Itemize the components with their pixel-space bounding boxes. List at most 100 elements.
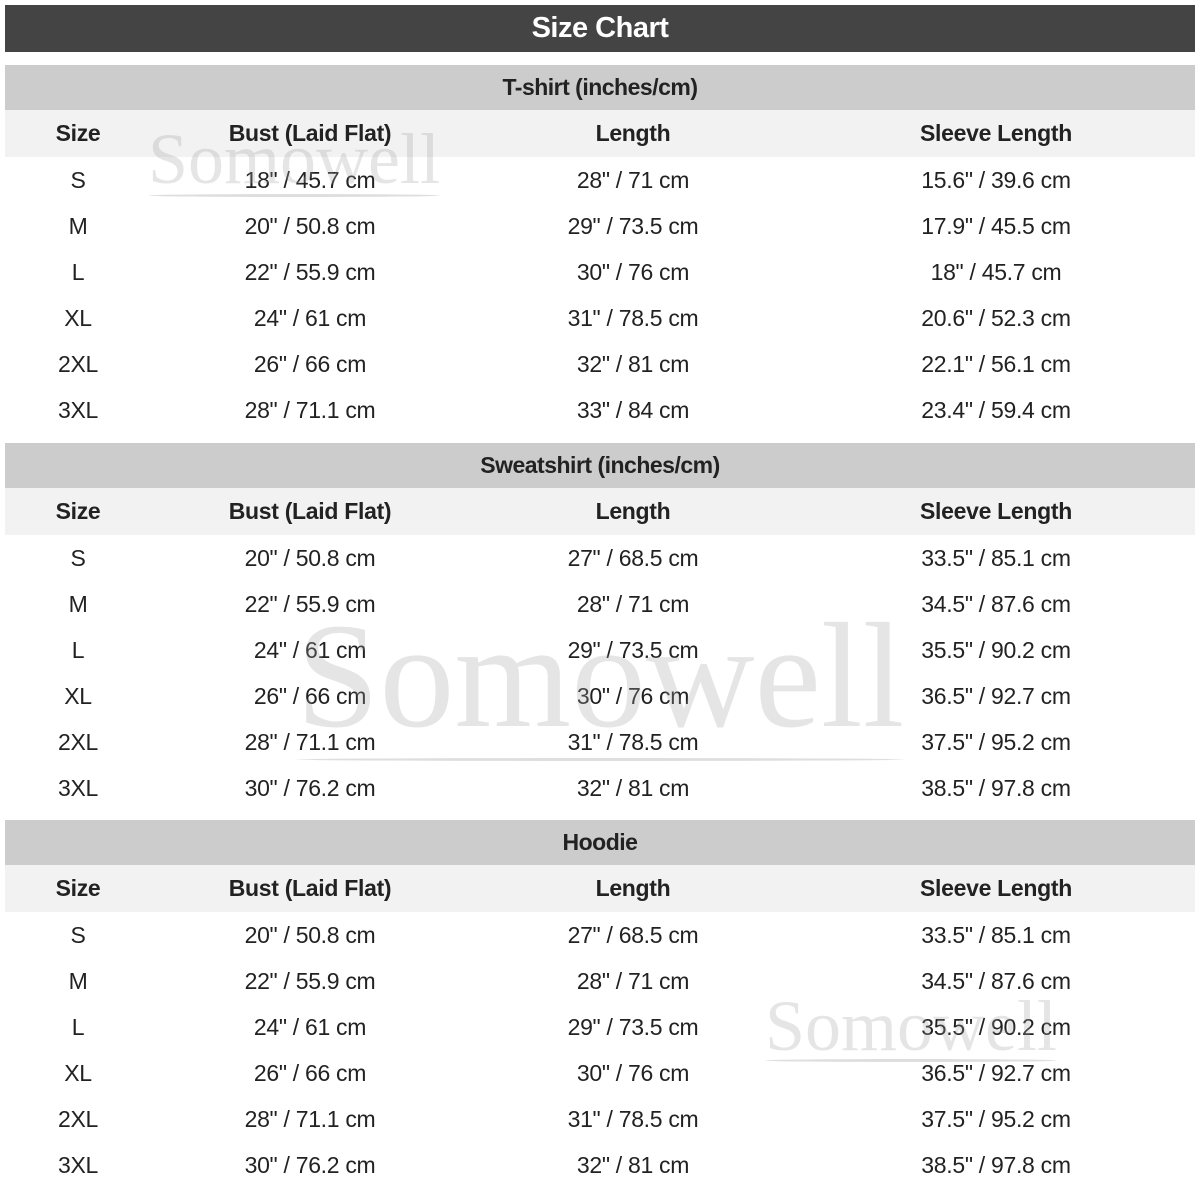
table-row: XL 26" / 66 cm 30" / 76 cm 36.5" / 92.7 cm	[5, 1050, 1195, 1096]
table-row: XL 26" / 66 cm 30" / 76 cm 36.5" / 92.7 cm	[5, 673, 1195, 719]
section-title: Hoodie	[5, 820, 1195, 865]
table-cell: 29" / 73.5 cm	[567, 212, 699, 239]
table-cell: 35.5" / 90.2 cm	[921, 1013, 1071, 1040]
table-cell: 32" / 81 cm	[576, 1151, 690, 1178]
table-cell: 30" / 76.2 cm	[244, 774, 376, 801]
table-cell: 28" / 71 cm	[576, 967, 690, 994]
table-cell: 28" / 71 cm	[576, 166, 690, 193]
table-cell: 30" / 76 cm	[576, 682, 690, 709]
size-table-section: T-shirt (inches/cm) Size Bust (Laid Flat) L…	[5, 65, 1195, 433]
table-row: XL 24" / 61 cm 31" / 78.5 cm 20.6" / 52.3 c…	[5, 295, 1195, 341]
table-cell: 33" / 84 cm	[576, 396, 690, 423]
table-row: S 20" / 50.8 cm 27" / 68.5 cm 33.5" / 85.1 …	[5, 912, 1195, 958]
table-cell: L	[71, 258, 85, 285]
table-row: L 24" / 61 cm 29" / 73.5 cm 35.5" / 90.2 cm	[5, 1004, 1195, 1050]
table-cell: 18" / 45.7 cm	[244, 166, 376, 193]
column-header-row: Size Bust (Laid Flat) Length Sleeve Length	[5, 110, 1195, 157]
table-cell: 23.4" / 59.4 cm	[921, 396, 1071, 423]
table-cell: 34.5" / 87.6 cm	[921, 967, 1071, 994]
table-cell: 3XL	[57, 396, 99, 423]
table-cell: 34.5" / 87.6 cm	[921, 590, 1071, 617]
column-header: Size	[55, 498, 101, 524]
table-cell: 30" / 76 cm	[576, 1059, 690, 1086]
table-row: S 20" / 50.8 cm 27" / 68.5 cm 33.5" / 85.1 …	[5, 535, 1195, 581]
table-cell: 2XL	[57, 1105, 99, 1132]
size-table-section: Sweatshirt (inches/cm) Size Bust (Laid Fla…	[5, 443, 1195, 811]
table-cell: 33.5" / 85.1 cm	[921, 544, 1071, 571]
table-cell: 26" / 66 cm	[253, 1059, 367, 1086]
table-cell: 20" / 50.8 cm	[244, 544, 376, 571]
column-header: Size	[55, 875, 101, 901]
size-table-section: Hoodie Size Bust (Laid Flat) Length Sleeve L…	[5, 820, 1195, 1188]
table-cell: 27" / 68.5 cm	[567, 544, 699, 571]
table-cell: 24" / 61 cm	[253, 636, 367, 663]
table-cell: 30" / 76 cm	[576, 258, 690, 285]
table-cell: 33.5" / 85.1 cm	[921, 921, 1071, 948]
table-cell: M	[68, 967, 88, 994]
table-cell: 17.9" / 45.5 cm	[921, 212, 1071, 239]
table-cell: S	[70, 544, 86, 571]
column-header-row: Size Bust (Laid Flat) Length Sleeve Length	[5, 865, 1195, 912]
table-cell: 28" / 71.1 cm	[244, 396, 376, 423]
table-cell: XL	[64, 1059, 92, 1086]
table-cell: 22" / 55.9 cm	[244, 967, 376, 994]
table-cell: 37.5" / 95.2 cm	[921, 1105, 1071, 1132]
table-cell: 24" / 61 cm	[253, 304, 367, 331]
table-cell: 35.5" / 90.2 cm	[921, 636, 1071, 663]
table-cell: 2XL	[57, 728, 99, 755]
table-cell: 26" / 66 cm	[253, 350, 367, 377]
table-row: M 22" / 55.9 cm 28" / 71 cm 34.5" / 87.6 cm	[5, 581, 1195, 627]
section-title: Sweatshirt (inches/cm)	[5, 443, 1195, 488]
table-cell: 32" / 81 cm	[576, 774, 690, 801]
table-cell: 26" / 66 cm	[253, 682, 367, 709]
table-cell: 31" / 78.5 cm	[567, 728, 699, 755]
table-cell: 22.1" / 56.1 cm	[921, 350, 1071, 377]
table-cell: 31" / 78.5 cm	[567, 1105, 699, 1132]
table-cell: 36.5" / 92.7 cm	[921, 682, 1071, 709]
table-cell: M	[68, 212, 88, 239]
table-cell: 2XL	[57, 350, 99, 377]
table-cell: 38.5" / 97.8 cm	[921, 1151, 1071, 1178]
table-cell: 28" / 71.1 cm	[244, 728, 376, 755]
table-cell: 29" / 73.5 cm	[567, 1013, 699, 1040]
column-header: Size	[55, 120, 101, 146]
table-cell: XL	[64, 682, 92, 709]
column-header: Length	[595, 120, 671, 146]
table-row: 3XL 28" / 71.1 cm 33" / 84 cm 23.4" / 59.4 …	[5, 387, 1195, 433]
table-cell: L	[71, 1013, 85, 1040]
table-cell: 38.5" / 97.8 cm	[921, 774, 1071, 801]
table-cell: M	[68, 590, 88, 617]
table-row: L 24" / 61 cm 29" / 73.5 cm 35.5" / 90.2 cm	[5, 627, 1195, 673]
column-header: Length	[595, 875, 671, 901]
column-header: Bust (Laid Flat)	[228, 120, 392, 146]
column-header-row: Size Bust (Laid Flat) Length Sleeve Length	[5, 488, 1195, 535]
table-cell: 20" / 50.8 cm	[244, 921, 376, 948]
table-cell: 22" / 55.9 cm	[244, 590, 376, 617]
table-cell: 15.6" / 39.6 cm	[921, 166, 1071, 193]
table-cell: 28" / 71.1 cm	[244, 1105, 376, 1132]
table-row: M 22" / 55.9 cm 28" / 71 cm 34.5" / 87.6 cm	[5, 958, 1195, 1004]
column-header: Bust (Laid Flat)	[228, 498, 392, 524]
table-row: L 22" / 55.9 cm 30" / 76 cm 18" / 45.7 cm	[5, 249, 1195, 295]
table-cell: 24" / 61 cm	[253, 1013, 367, 1040]
table-row: S 18" / 45.7 cm 28" / 71 cm 15.6" / 39.6 cm	[5, 157, 1195, 203]
column-header: Bust (Laid Flat)	[228, 875, 392, 901]
table-cell: 18" / 45.7 cm	[930, 258, 1062, 285]
table-row: 3XL 30" / 76.2 cm 32" / 81 cm 38.5" / 97.8 …	[5, 1142, 1195, 1188]
table-cell: 3XL	[57, 1151, 99, 1178]
table-cell: XL	[64, 304, 92, 331]
table-row: 3XL 30" / 76.2 cm 32" / 81 cm 38.5" / 97.8 …	[5, 765, 1195, 811]
table-cell: 30" / 76.2 cm	[244, 1151, 376, 1178]
table-cell: 28" / 71 cm	[576, 590, 690, 617]
table-cell: 27" / 68.5 cm	[567, 921, 699, 948]
table-row: M 20" / 50.8 cm 29" / 73.5 cm 17.9" / 45.5 …	[5, 203, 1195, 249]
column-header: Sleeve Length	[919, 120, 1073, 146]
table-cell: 32" / 81 cm	[576, 350, 690, 377]
table-row: 2XL 28" / 71.1 cm 31" / 78.5 cm 37.5" / 95.…	[5, 1096, 1195, 1142]
table-cell: 20.6" / 52.3 cm	[921, 304, 1071, 331]
table-cell: 36.5" / 92.7 cm	[921, 1059, 1071, 1086]
table-cell: S	[70, 921, 86, 948]
table-cell: 20" / 50.8 cm	[244, 212, 376, 239]
table-cell: 29" / 73.5 cm	[567, 636, 699, 663]
page-title: Size Chart	[5, 5, 1195, 52]
